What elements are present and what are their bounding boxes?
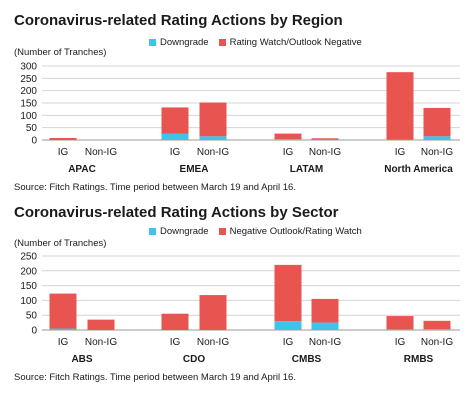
bar-downgrade	[386, 329, 414, 330]
chart-legend: Downgrade Rating Watch/Outlook Negative	[149, 37, 372, 48]
bar-watch	[199, 102, 227, 137]
y-tick-label: 300	[20, 62, 37, 73]
x-group-label: EMEA	[180, 164, 209, 175]
bar-downgrade	[311, 322, 339, 330]
y-axis-label: (Number of Tranches)	[14, 238, 107, 249]
bar-downgrade	[49, 328, 77, 330]
legend-swatch-watch	[218, 39, 226, 46]
x-category-label: IG	[283, 337, 294, 348]
y-tick-label: 100	[20, 111, 37, 122]
y-axis-label: (Number of Tranches)	[14, 47, 107, 58]
bar-watch	[386, 72, 414, 140]
x-category-label: IG	[395, 147, 406, 158]
x-category-label: Non-IG	[197, 337, 229, 348]
x-category-label: Non-IG	[85, 147, 117, 158]
bar-watch	[311, 298, 339, 323]
bar-watch	[161, 107, 189, 134]
source-note: Source: Fitch Ratings. Time period betwe…	[14, 372, 296, 383]
bar-watch	[161, 313, 189, 330]
legend-swatch-watch	[218, 228, 226, 235]
bar-watch	[49, 293, 77, 329]
legend-label: Rating Watch/Outlook Negative	[229, 37, 362, 48]
legend-item-downgrade: Downgrade	[149, 37, 209, 48]
x-category-label: Non-IG	[421, 147, 453, 158]
x-category-label: Non-IG	[197, 147, 229, 158]
x-category-label: IG	[395, 337, 406, 348]
y-tick-label: 0	[31, 136, 37, 147]
x-category-label: Non-IG	[309, 337, 341, 348]
x-group-label: CDO	[183, 354, 205, 365]
y-tick-label: 150	[20, 99, 37, 110]
legend-item-watch: Negative Outlook/Rating Watch	[218, 226, 362, 237]
x-group-label: RMBS	[404, 354, 434, 365]
y-tick-label: 0	[31, 326, 37, 337]
bar-watch	[49, 138, 77, 140]
legend-swatch-downgrade	[149, 39, 156, 46]
legend-label: Downgrade	[160, 37, 209, 48]
bar-watch	[87, 319, 115, 330]
legend-item-watch: Rating Watch/Outlook Negative	[218, 37, 362, 48]
source-note: Source: Fitch Ratings. Time period betwe…	[14, 182, 296, 193]
bar-downgrade	[423, 329, 451, 330]
x-group-label: APAC	[68, 164, 96, 175]
bar-watch	[423, 107, 451, 137]
bar-watch	[274, 133, 302, 140]
bar-watch	[274, 264, 302, 322]
bar-downgrade	[199, 136, 227, 140]
chart-title: Coronavirus-related Rating Actions by Se…	[14, 204, 339, 221]
y-tick-label: 200	[20, 86, 37, 97]
y-tick-label: 250	[20, 252, 37, 263]
x-group-label: LATAM	[290, 164, 324, 175]
y-tick-label: 150	[20, 281, 37, 292]
x-category-label: IG	[283, 147, 294, 158]
bar-downgrade	[161, 133, 189, 140]
y-tick-label: 200	[20, 266, 37, 277]
x-category-label: IG	[170, 337, 181, 348]
bar-watch	[311, 138, 339, 140]
y-tick-label: 50	[26, 123, 38, 134]
x-category-label: Non-IG	[85, 337, 117, 348]
bar-downgrade	[274, 139, 302, 140]
bar-downgrade	[274, 321, 302, 330]
chart-title: Coronavirus-related Rating Actions by Re…	[14, 12, 343, 29]
x-category-label: IG	[58, 337, 69, 348]
legend-item-downgrade: Downgrade	[149, 226, 209, 237]
bar-downgrade	[423, 136, 451, 140]
x-category-label: IG	[170, 147, 181, 158]
legend-label: Negative Outlook/Rating Watch	[229, 226, 362, 237]
bar-watch	[423, 320, 451, 330]
y-tick-label: 50	[26, 311, 38, 322]
chart-legend: Downgrade Negative Outlook/Rating Watch	[149, 226, 372, 237]
legend-label: Downgrade	[160, 226, 209, 237]
y-tick-label: 100	[20, 296, 37, 307]
x-category-label: Non-IG	[421, 337, 453, 348]
bar-watch	[386, 316, 414, 330]
legend-swatch-downgrade	[149, 228, 156, 235]
bar-watch	[199, 295, 227, 330]
x-group-label: ABS	[71, 354, 92, 365]
x-group-label: CMBS	[292, 354, 322, 365]
x-category-label: Non-IG	[309, 147, 341, 158]
y-tick-label: 250	[20, 74, 37, 85]
x-category-label: IG	[58, 147, 69, 158]
x-group-label: North America	[384, 164, 453, 175]
